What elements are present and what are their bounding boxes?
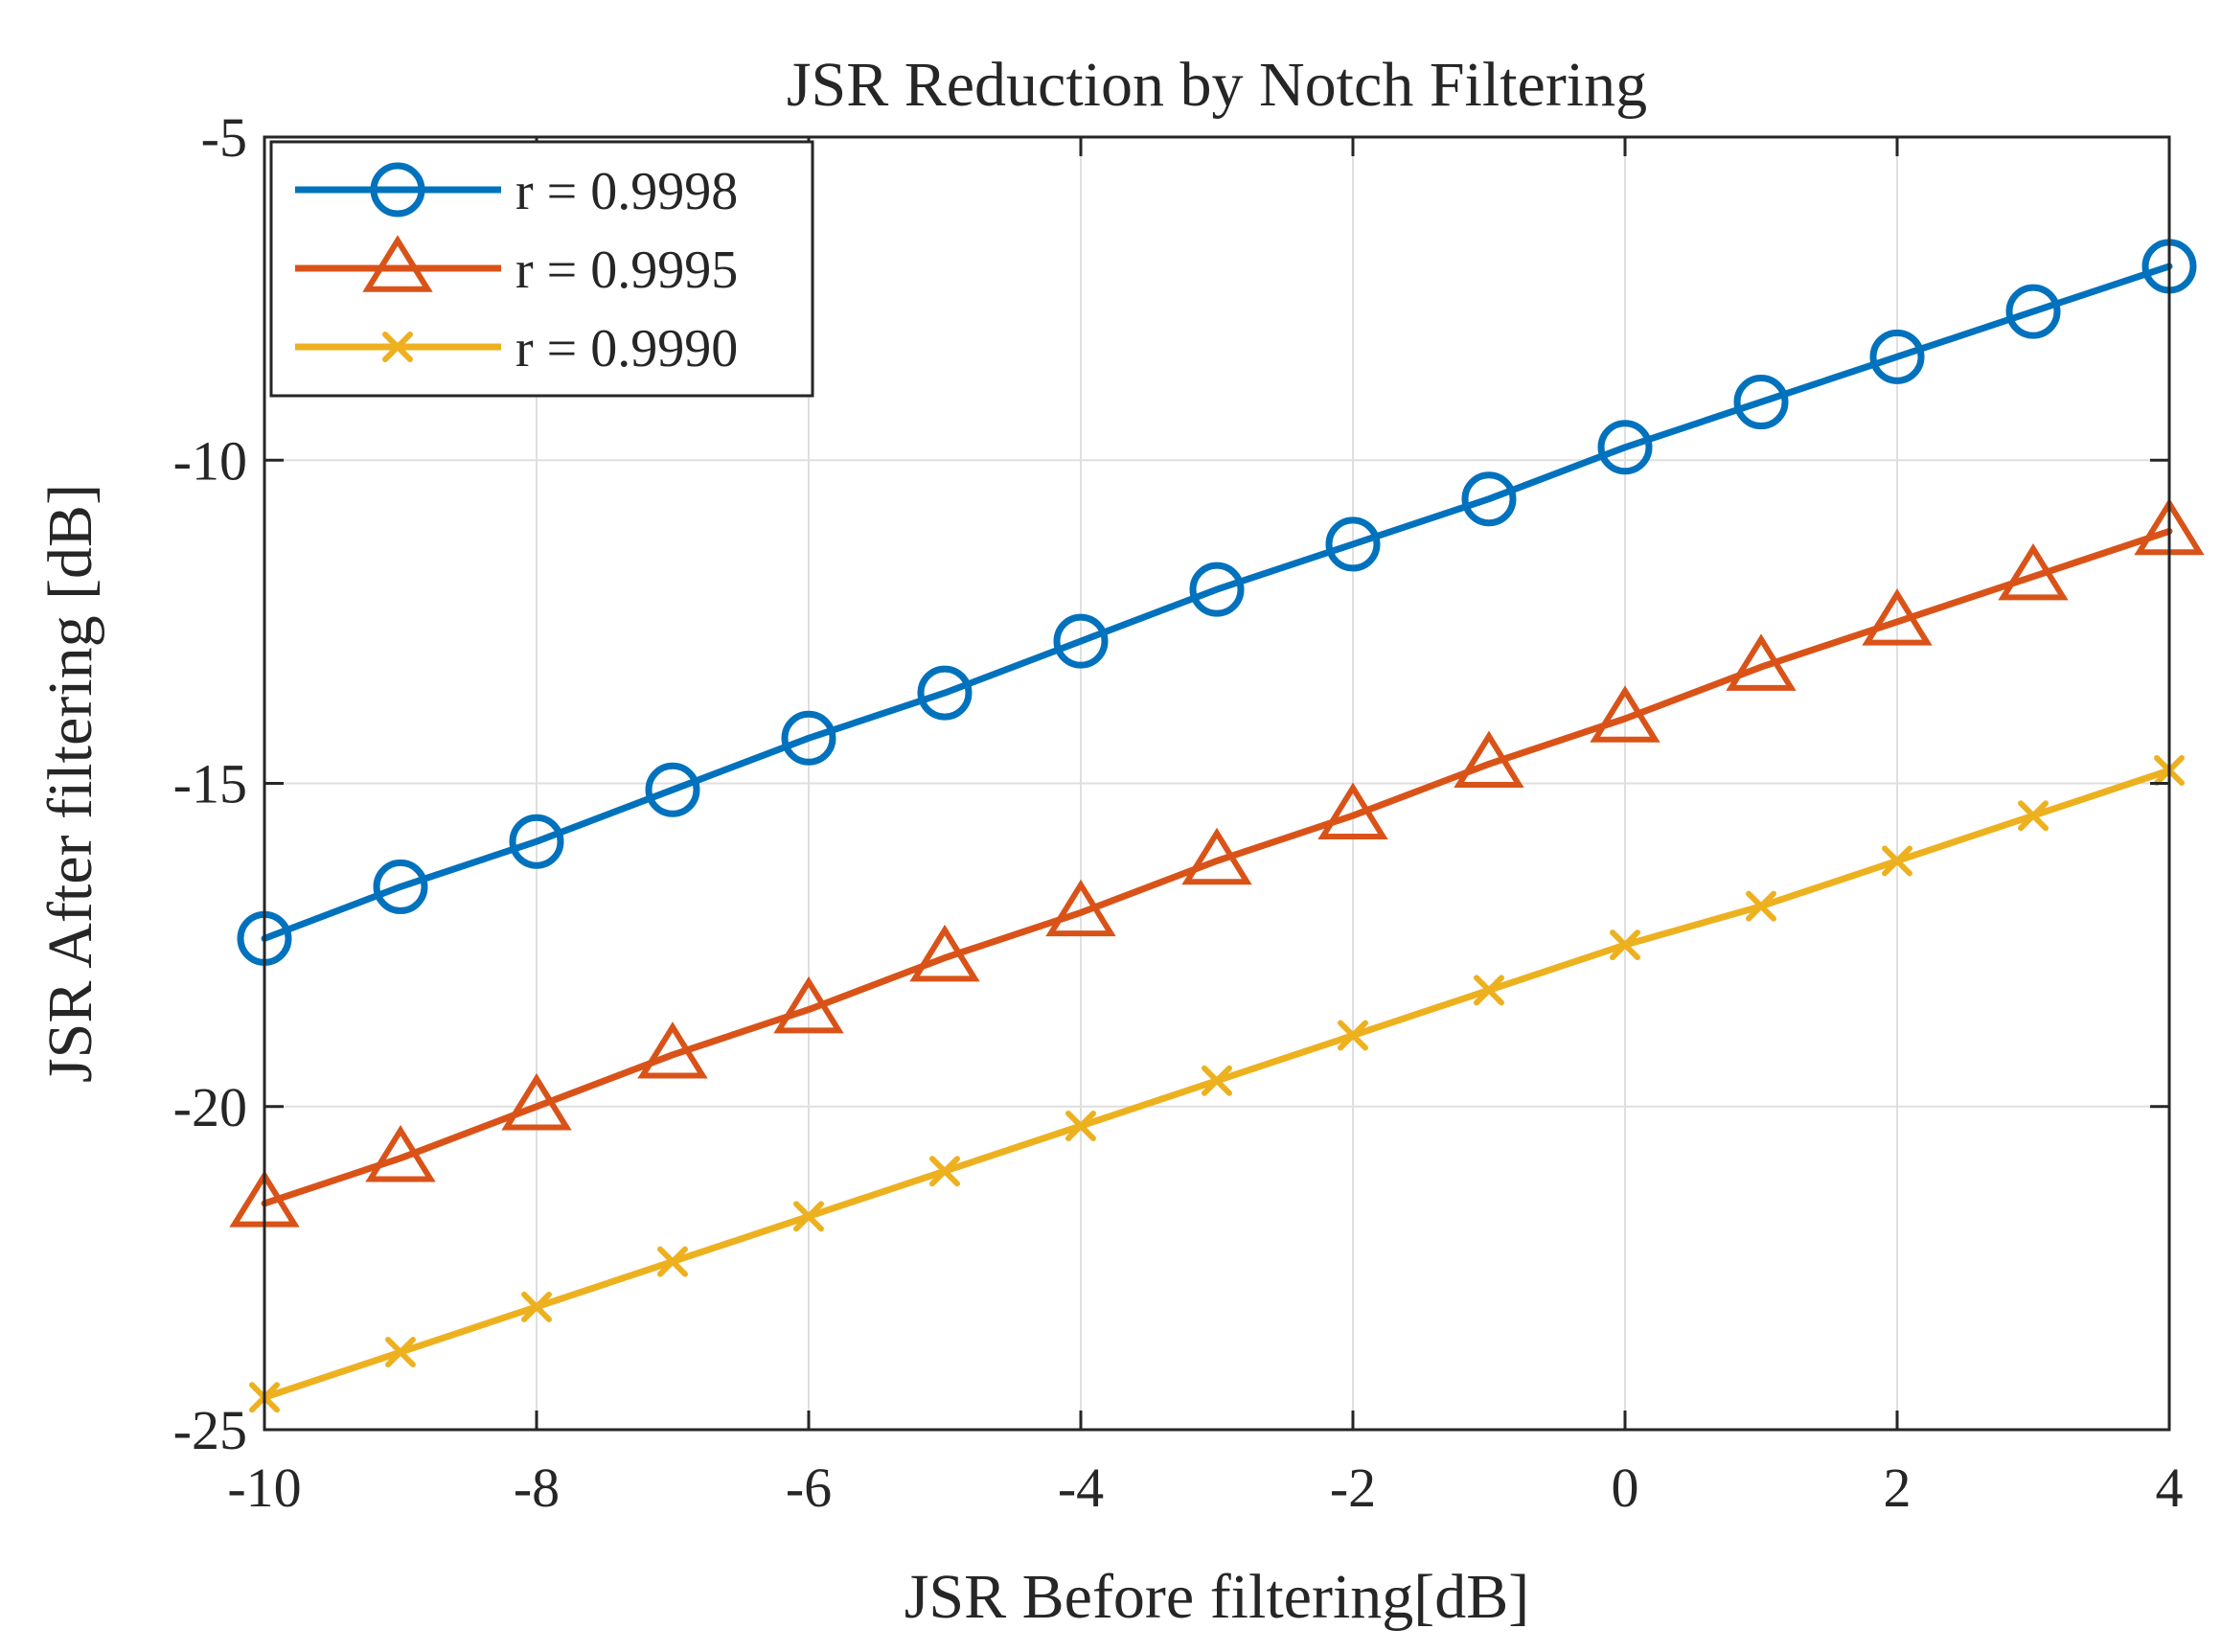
data-point — [1202, 1065, 1232, 1096]
data-point — [1053, 613, 1109, 669]
x-tick-label: 2 — [1884, 1457, 1912, 1519]
data-point — [1045, 879, 1116, 937]
data-point — [1597, 420, 1653, 475]
data-point — [1189, 562, 1245, 617]
x-tick-label: -6 — [786, 1457, 832, 1519]
legend-entry: r = 0.9998 — [295, 162, 738, 221]
chart-title: JSR Reduction by Notch Filtering — [787, 50, 1647, 120]
x-tick-label: -8 — [514, 1457, 560, 1519]
data-point — [1998, 542, 2069, 601]
data-point — [373, 859, 428, 914]
data-point — [1869, 329, 1925, 384]
data-point — [1733, 375, 1789, 430]
series-3 — [249, 755, 2185, 1413]
data-point — [773, 975, 844, 1034]
data-point — [501, 1073, 572, 1131]
data-point — [1461, 471, 1517, 527]
series-line — [261, 263, 2173, 942]
data-point — [1862, 588, 1933, 646]
data-point — [362, 235, 433, 292]
legend-entry: r = 0.9990 — [295, 319, 738, 379]
y-axis-label: JSR After filtering [dB] — [35, 484, 105, 1083]
series-1 — [237, 239, 2197, 966]
data-point — [781, 710, 836, 766]
x-axis-label: JSR Before filtering[dB] — [904, 1562, 1530, 1632]
data-point — [1746, 890, 1776, 922]
data-point — [521, 1291, 552, 1322]
y-tick-label: -15 — [173, 753, 247, 815]
y-tick-label: -20 — [173, 1076, 247, 1138]
data-point — [1181, 827, 1252, 885]
x-tick-label: -10 — [227, 1457, 301, 1519]
data-point — [929, 1156, 960, 1187]
legend-label: r = 0.9990 — [515, 319, 738, 379]
data-point — [657, 1246, 688, 1277]
x-tick-label: -4 — [1058, 1457, 1104, 1519]
data-point — [385, 1337, 416, 1368]
data-point — [917, 665, 973, 721]
x-tick-label: -2 — [1330, 1457, 1376, 1519]
legend-label: r = 0.9995 — [515, 241, 738, 300]
series-line — [261, 527, 2173, 1207]
data-point — [1590, 685, 1660, 743]
data-point — [2005, 284, 2061, 339]
data-point — [2018, 800, 2049, 832]
legend-entry: r = 0.9995 — [295, 235, 738, 300]
tick-layer: -10 -8 -6 -4 -2 0 2 4-25-20-15-10-5 — [173, 106, 2184, 1519]
data-point — [1065, 1110, 1096, 1141]
data-point — [1325, 516, 1381, 572]
x-tick-label: 0 — [1612, 1457, 1639, 1519]
data-point — [1610, 929, 1640, 961]
data-point — [645, 762, 700, 817]
data-point — [1317, 782, 1388, 839]
data-point — [909, 924, 980, 982]
x-tick-label: 4 — [2156, 1457, 2184, 1519]
data-point — [1882, 845, 1912, 877]
y-tick-label: -5 — [201, 106, 247, 169]
data-point — [1726, 633, 1797, 691]
legend: r = 0.9998 r = 0.9995 r = 0.9990 — [269, 140, 814, 398]
y-tick-label: -25 — [173, 1399, 247, 1461]
data-point — [1454, 730, 1524, 789]
series-layer — [229, 239, 2205, 1413]
data-point — [793, 1201, 824, 1232]
data-point — [1474, 975, 1504, 1006]
data-point — [382, 332, 413, 362]
data-point — [365, 1124, 436, 1182]
y-tick-label: -10 — [173, 429, 247, 492]
data-point — [637, 1021, 708, 1079]
data-point — [1338, 1020, 1368, 1051]
data-point — [370, 162, 425, 218]
legend-label: r = 0.9998 — [515, 162, 738, 221]
data-point — [509, 814, 564, 869]
